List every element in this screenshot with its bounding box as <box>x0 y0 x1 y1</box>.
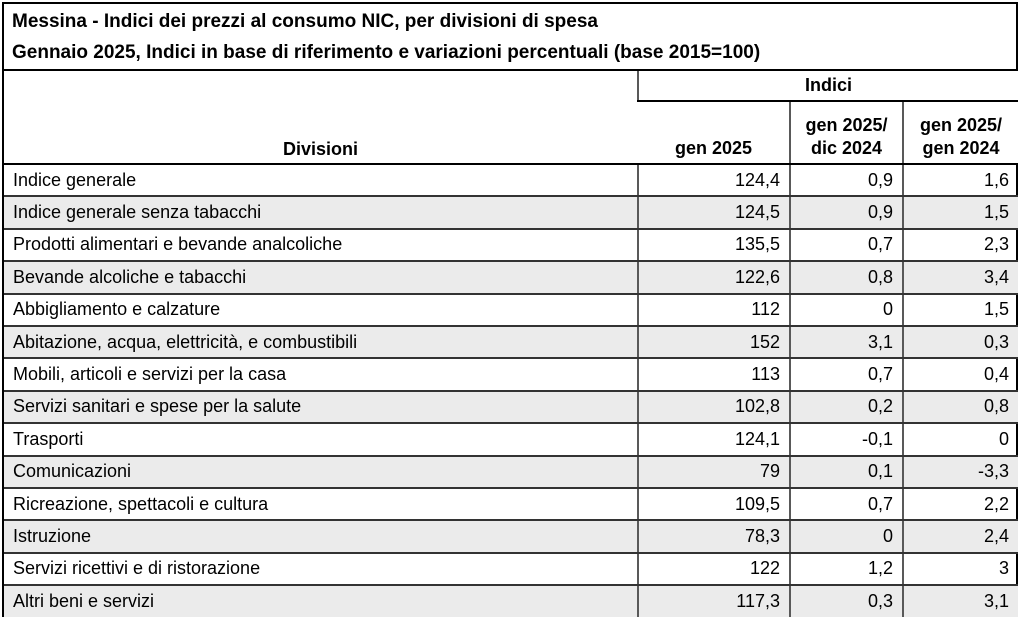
index-gen2025-cell: 152 <box>637 325 790 360</box>
var-gen2024-cell: -3,3 <box>901 455 1019 489</box>
table-row: Servizi sanitari e spese per la salute 1… <box>4 390 1019 425</box>
table-title-block: Messina - Indici dei prezzi al consumo N… <box>4 4 1016 71</box>
var-gen2024-cell: 2,2 <box>901 487 1019 522</box>
group-header-indici: Indici <box>636 71 1019 102</box>
var-gen2024-cell: 0,4 <box>901 358 1019 392</box>
division-name-cell: Trasporti <box>4 423 638 457</box>
column-header-gen-2025: gen 2025 <box>638 101 790 165</box>
table-row: Ricreazione, spettacoli e cultura 109,5 … <box>4 487 1019 522</box>
table-row: Prodotti alimentari e bevande analcolich… <box>4 228 1019 263</box>
table-row: Indice generale 124,4 0,9 1,6 <box>4 164 1019 198</box>
var-gen2024-cell: 3 <box>901 552 1019 587</box>
index-gen2025-cell: 112 <box>637 293 790 327</box>
var-dic2024-cell: 0,7 <box>789 358 903 392</box>
table-row: Altri beni e servizi 117,3 0,3 3,1 <box>4 585 1019 618</box>
division-name-cell: Altri beni e servizi <box>4 585 638 618</box>
column-header-row: gen 2025 gen 2025/ dic 2024 gen 2025/ ge… <box>4 101 1019 165</box>
var-dic2024-cell: -0,1 <box>789 423 903 457</box>
var-dic2024-cell: 0,7 <box>789 487 903 522</box>
var-dic2024-cell: 3,1 <box>789 325 903 360</box>
table-row: Mobili, articoli e servizi per la casa 1… <box>4 358 1019 392</box>
table-title: Messina - Indici dei prezzi al consumo N… <box>12 11 598 32</box>
var-gen2024-cell: 1,5 <box>901 196 1019 230</box>
table-subtitle: Gennaio 2025, Indici in base di riferime… <box>12 42 761 63</box>
var-dic2024-cell: 0 <box>789 293 903 327</box>
table-row: Istruzione 78,3 0 2,4 <box>4 520 1019 554</box>
table-row: Trasporti 124,1 -0,1 0 <box>4 423 1019 457</box>
var-dic2024-cell: 0,9 <box>789 196 903 230</box>
group-header-row: Divisioni Indici <box>4 71 1019 165</box>
index-gen2025-cell: 124,1 <box>637 423 790 457</box>
index-gen2025-cell: 122,6 <box>637 261 790 295</box>
division-name-cell: Servizi ricettivi e di ristorazione <box>4 552 638 587</box>
column-header-gen-2025-dic-2024: gen 2025/ dic 2024 <box>789 101 903 165</box>
table-row: Abitazione, acqua, elettricità, e combus… <box>4 325 1019 360</box>
division-name-cell: Indice generale <box>4 164 638 198</box>
index-gen2025-cell: 79 <box>637 455 790 489</box>
var-gen2024-cell: 0,8 <box>901 390 1019 425</box>
index-gen2025-cell: 102,8 <box>637 390 790 425</box>
index-gen2025-cell: 122 <box>637 552 790 587</box>
column-header-divisioni: Divisioni <box>4 71 638 165</box>
division-name-cell: Abitazione, acqua, elettricità, e combus… <box>4 325 638 360</box>
division-name-cell: Istruzione <box>4 520 638 554</box>
division-name-cell: Bevande alcoliche e tabacchi <box>4 261 638 295</box>
index-gen2025-cell: 117,3 <box>637 585 790 618</box>
var-gen2024-cell: 0,3 <box>901 325 1019 360</box>
var-gen2024-cell: 1,6 <box>901 164 1019 198</box>
index-gen2025-cell: 113 <box>637 358 790 392</box>
price-index-table-frame: Messina - Indici dei prezzi al consumo N… <box>2 2 1019 618</box>
table-row: Comunicazioni 79 0,1 -3,3 <box>4 455 1019 489</box>
table-row: Abbigliamento e calzature 112 0 1,5 <box>4 293 1019 327</box>
column-header-gen-2025-gen-2024: gen 2025/ gen 2024 <box>901 101 1019 165</box>
index-gen2025-cell: 124,4 <box>637 164 790 198</box>
table-row: Indice generale senza tabacchi 124,5 0,9… <box>4 196 1019 230</box>
var-gen2024-cell: 2,4 <box>901 520 1019 554</box>
division-name-cell: Prodotti alimentari e bevande analcolich… <box>4 228 638 263</box>
table-row: Servizi ricettivi e di ristorazione 122 … <box>4 552 1019 587</box>
var-gen2024-cell: 2,3 <box>901 228 1019 263</box>
index-gen2025-cell: 78,3 <box>637 520 790 554</box>
var-dic2024-cell: 0,8 <box>789 261 903 295</box>
division-name-cell: Servizi sanitari e spese per la salute <box>4 390 638 425</box>
var-dic2024-cell: 1,2 <box>789 552 903 587</box>
table-row: Bevande alcoliche e tabacchi 122,6 0,8 3… <box>4 261 1019 295</box>
division-name-cell: Indice generale senza tabacchi <box>4 196 638 230</box>
var-dic2024-cell: 0,3 <box>789 585 903 618</box>
var-dic2024-cell: 0,9 <box>789 164 903 198</box>
var-dic2024-cell: 0,7 <box>789 228 903 263</box>
var-dic2024-cell: 0,1 <box>789 455 903 489</box>
var-gen2024-cell: 1,5 <box>901 293 1019 327</box>
var-gen2024-cell: 0 <box>901 423 1019 457</box>
price-index-table: Divisioni Indici gen 2025 gen 2025/ dic … <box>4 71 1019 618</box>
index-gen2025-cell: 109,5 <box>637 487 790 522</box>
division-name-cell: Mobili, articoli e servizi per la casa <box>4 358 638 392</box>
division-name-cell: Comunicazioni <box>4 455 638 489</box>
var-dic2024-cell: 0 <box>789 520 903 554</box>
division-name-cell: Ricreazione, spettacoli e cultura <box>4 487 638 522</box>
index-gen2025-cell: 124,5 <box>637 196 790 230</box>
index-gen2025-cell: 135,5 <box>637 228 790 263</box>
var-dic2024-cell: 0,2 <box>789 390 903 425</box>
var-gen2024-cell: 3,1 <box>901 585 1019 618</box>
division-name-cell: Abbigliamento e calzature <box>4 293 638 327</box>
var-gen2024-cell: 3,4 <box>901 261 1019 295</box>
